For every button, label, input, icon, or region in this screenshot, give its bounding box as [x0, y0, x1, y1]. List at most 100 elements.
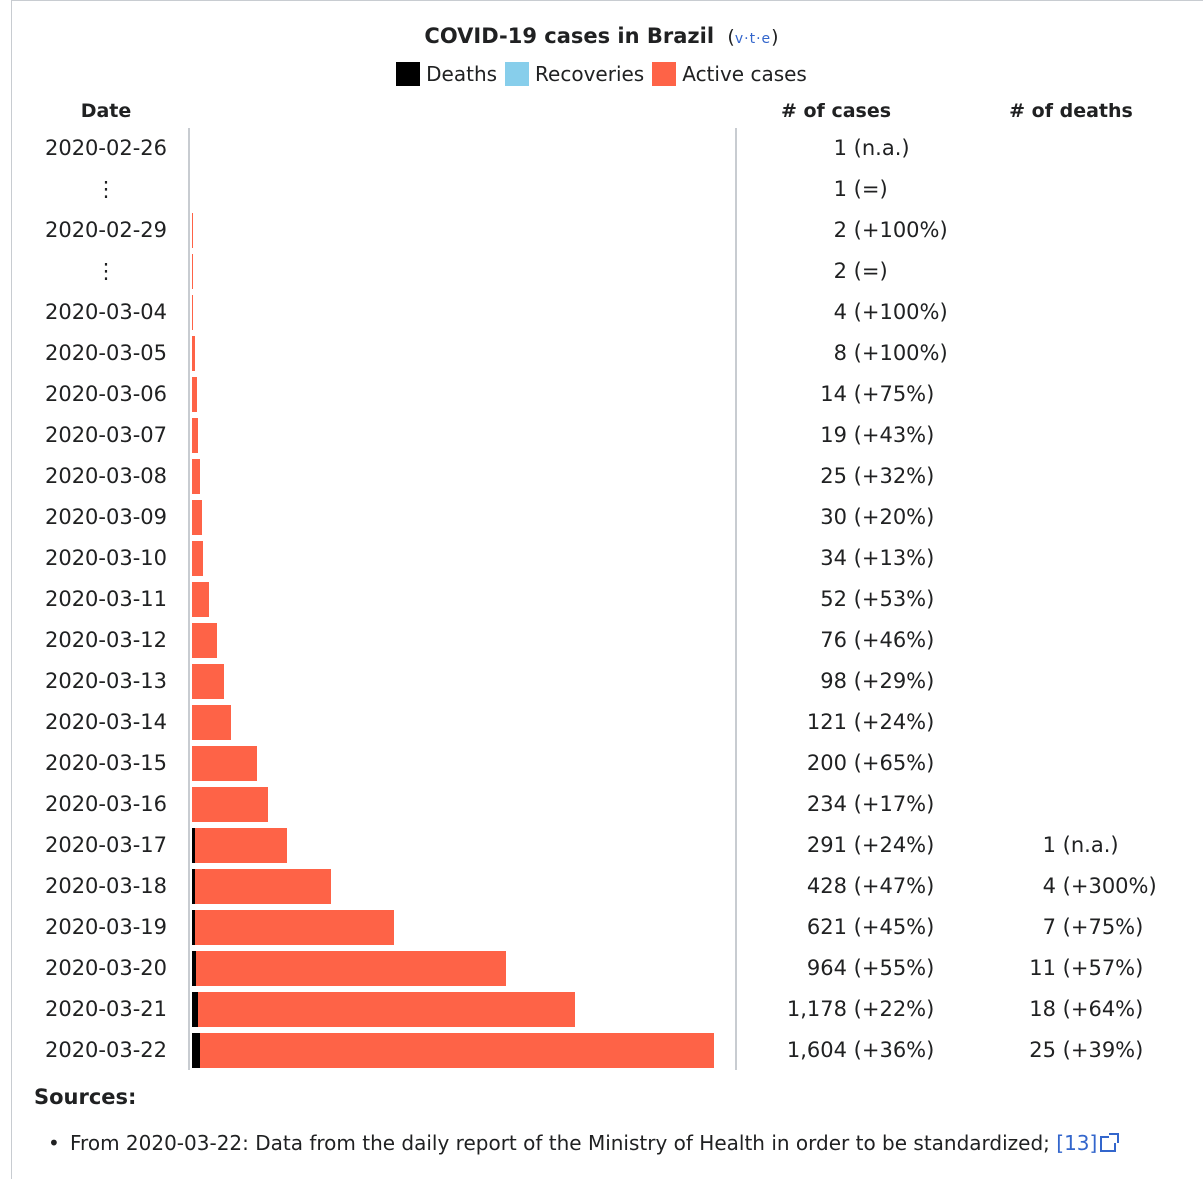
- cases-label: 621 (+45%): [806, 915, 935, 939]
- table-row: 2020-02-29 2 (+100%): [0, 210, 1203, 251]
- bar-segment-deaths: [192, 1033, 200, 1068]
- table-row: 2020-03-15 200 (+65%): [0, 743, 1203, 784]
- source-text: From 2020-03-22: Data from the daily rep…: [70, 1131, 1050, 1155]
- bar: [192, 213, 193, 248]
- bar: [192, 377, 197, 412]
- bar-segment-active-cases: [198, 992, 575, 1027]
- cases-label: 200 (+65%): [806, 751, 935, 775]
- bar: [192, 992, 575, 1027]
- header-deaths: # of deaths: [1009, 100, 1133, 122]
- date-label: 2020-03-19: [44, 915, 168, 939]
- date-label: 2020-03-06: [44, 382, 168, 406]
- cases-label: 291 (+24%): [806, 833, 935, 857]
- bar: [192, 746, 257, 781]
- date-label: 2020-03-16: [44, 792, 168, 816]
- bar: [192, 541, 203, 576]
- bar: [192, 623, 217, 658]
- bar: [192, 336, 195, 371]
- bar-segment-deaths: [192, 910, 195, 945]
- deaths-label: 11 (+57%): [1029, 956, 1144, 980]
- date-label: 2020-03-08: [44, 464, 168, 488]
- bar: [192, 787, 268, 822]
- cases-label: 964 (+55%): [806, 956, 935, 980]
- cases-label: 52 (+53%): [820, 587, 935, 611]
- vte-links: (v·t·e): [727, 26, 779, 48]
- bar-segment-active-cases: [192, 295, 193, 330]
- bar-segment-active-cases: [192, 377, 197, 412]
- deaths-label: 18 (+64%): [1029, 997, 1144, 1021]
- date-label: 2020-03-05: [44, 341, 168, 365]
- bar: [192, 951, 506, 986]
- table-row: ⋮ 2 (=): [0, 251, 1203, 292]
- edit-link[interactable]: e: [761, 31, 772, 47]
- chart-title: COVID-19 cases in Brazil (v·t·e): [0, 22, 1203, 53]
- title-text: COVID-19 cases in Brazil: [424, 24, 715, 48]
- table-row: 2020-03-08 25 (+32%): [0, 456, 1203, 497]
- external-link-icon[interactable]: [1100, 1133, 1120, 1152]
- table-row: 2020-02-26 1 (n.a.): [0, 128, 1203, 169]
- bar-segment-active-cases: [192, 500, 202, 535]
- talk-link[interactable]: t: [749, 31, 757, 47]
- bar-segment-active-cases: [195, 910, 394, 945]
- cases-label: 76 (+46%): [820, 628, 935, 652]
- cases-label: 4 (+100%): [833, 300, 948, 324]
- deaths-label: 25 (+39%): [1029, 1038, 1144, 1062]
- cases-label: 2 (=): [833, 259, 888, 283]
- bar-segment-active-cases: [192, 664, 224, 699]
- bar: [192, 910, 394, 945]
- date-label: 2020-03-11: [44, 587, 168, 611]
- bar: [192, 500, 202, 535]
- view-link[interactable]: v: [734, 31, 745, 47]
- bar: [192, 828, 287, 863]
- bar: [192, 254, 193, 289]
- legend-swatch-active-cases: [652, 62, 677, 86]
- legend-swatch-deaths: [396, 62, 421, 86]
- chart-legend: Deaths Recoveries Active cases: [0, 60, 1203, 88]
- cases-label: 14 (+75%): [820, 382, 935, 406]
- cases-label: 1,604 (+36%): [786, 1038, 935, 1062]
- table-row: 2020-03-21 1,178 (+22%) 18 (+64%): [0, 989, 1203, 1030]
- reference-link[interactable]: [13]: [1056, 1131, 1098, 1155]
- cases-label: 34 (+13%): [820, 546, 935, 570]
- cases-label: 98 (+29%): [820, 669, 935, 693]
- header-cases: # of cases: [780, 100, 892, 122]
- table-row: 2020-03-17 291 (+24%) 1 (n.a.): [0, 825, 1203, 866]
- bar-segment-active-cases: [196, 951, 506, 986]
- bar: [192, 705, 231, 740]
- bar: [192, 459, 200, 494]
- bar-segment-active-cases: [192, 541, 203, 576]
- table-row: 2020-03-12 76 (+46%): [0, 620, 1203, 661]
- table-row: 2020-03-04 4 (+100%): [0, 292, 1203, 333]
- bar-segment-deaths: [192, 992, 198, 1027]
- cases-label: 19 (+43%): [820, 423, 935, 447]
- cases-label: 8 (+100%): [833, 341, 948, 365]
- cases-label: 1,178 (+22%): [786, 997, 935, 1021]
- bar-segment-active-cases: [192, 787, 268, 822]
- table-row: 2020-03-06 14 (+75%): [0, 374, 1203, 415]
- date-label: ⋮: [95, 259, 117, 283]
- table-row: ⋮ 1 (=): [0, 169, 1203, 210]
- axis-line-left: [188, 128, 190, 1070]
- table-row: 2020-03-20 964 (+55%) 11 (+57%): [0, 948, 1203, 989]
- date-label: 2020-02-29: [44, 218, 168, 242]
- source-item: • From 2020-03-22: Data from the daily re…: [48, 1129, 1120, 1157]
- date-label: 2020-03-14: [44, 710, 168, 734]
- date-label: ⋮: [95, 177, 117, 201]
- date-label: 2020-03-13: [44, 669, 168, 693]
- table-row: 2020-03-16 234 (+17%): [0, 784, 1203, 825]
- cases-label: 30 (+20%): [820, 505, 935, 529]
- deaths-label: 4 (+300%): [1042, 874, 1157, 898]
- bar-segment-active-cases: [192, 705, 231, 740]
- table-row: 2020-03-11 52 (+53%): [0, 579, 1203, 620]
- date-label: 2020-03-18: [44, 874, 168, 898]
- bar-segment-active-cases: [195, 869, 331, 904]
- table-row: 2020-03-18 428 (+47%) 4 (+300%): [0, 866, 1203, 907]
- table-row: 2020-03-10 34 (+13%): [0, 538, 1203, 579]
- date-label: 2020-03-07: [44, 423, 168, 447]
- legend-swatch-recoveries: [505, 62, 530, 86]
- date-label: 2020-03-09: [44, 505, 168, 529]
- bar-segment-deaths: [192, 869, 195, 904]
- legend-item-deaths: Deaths: [396, 60, 497, 88]
- table-row: 2020-03-22 1,604 (+36%) 25 (+39%): [0, 1030, 1203, 1071]
- bar-segment-active-cases: [192, 336, 195, 371]
